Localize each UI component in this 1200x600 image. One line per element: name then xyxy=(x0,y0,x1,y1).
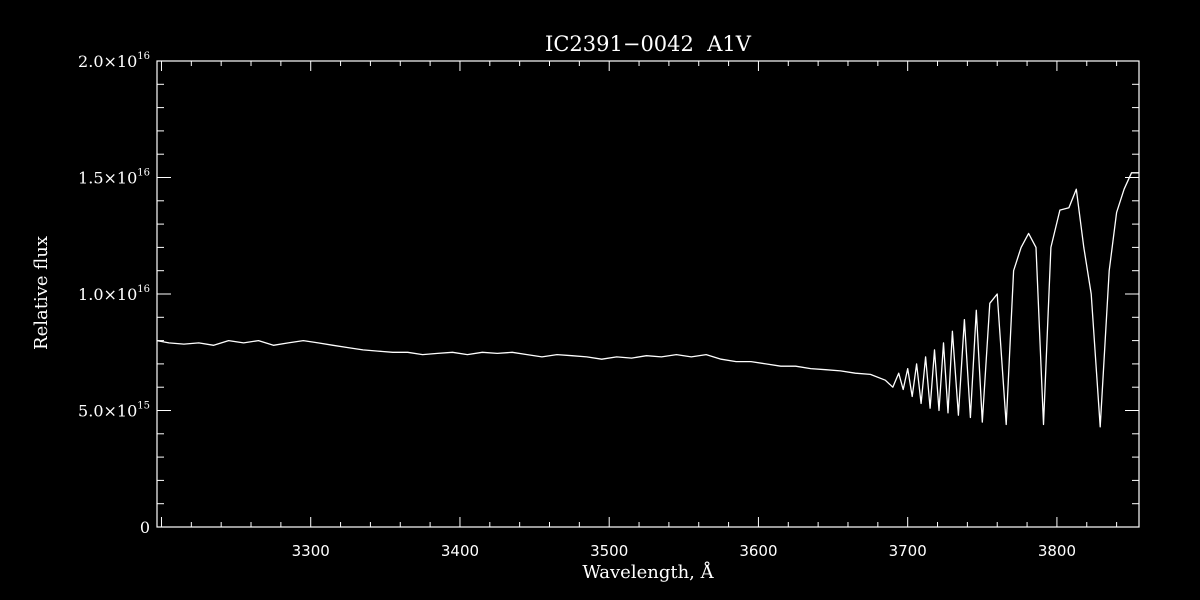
x-tick-label: 3700 xyxy=(889,542,927,560)
y-axis-label: Relative flux xyxy=(31,236,52,350)
x-tick-label: 3600 xyxy=(739,542,777,560)
x-axis-label: Wavelength, Å xyxy=(582,561,714,583)
y-tick-label: 2.0×1016 xyxy=(78,51,150,71)
y-tick-label: 1.5×1016 xyxy=(78,168,150,188)
x-tick-label: 3800 xyxy=(1038,542,1076,560)
x-axis-tick-labels: 3300 3400 3500 3600 3700 3800 xyxy=(292,542,1076,560)
chart-title: IC2391−0042 A1V xyxy=(545,32,752,56)
x-tick-label: 3500 xyxy=(590,542,628,560)
y-axis-tick-labels: 0 5.0×1015 1.0×1016 1.5×1016 2.0×1016 xyxy=(78,51,150,537)
spectrum-line xyxy=(156,172,1139,428)
y-tick-label: 5.0×1015 xyxy=(78,401,150,421)
x-tick-label: 3400 xyxy=(441,542,479,560)
y-tick-label: 1.0×1016 xyxy=(78,284,150,304)
x-axis-ticks xyxy=(160,61,1118,527)
y-tick-label: 0 xyxy=(140,518,150,537)
x-tick-label: 3300 xyxy=(292,542,330,560)
